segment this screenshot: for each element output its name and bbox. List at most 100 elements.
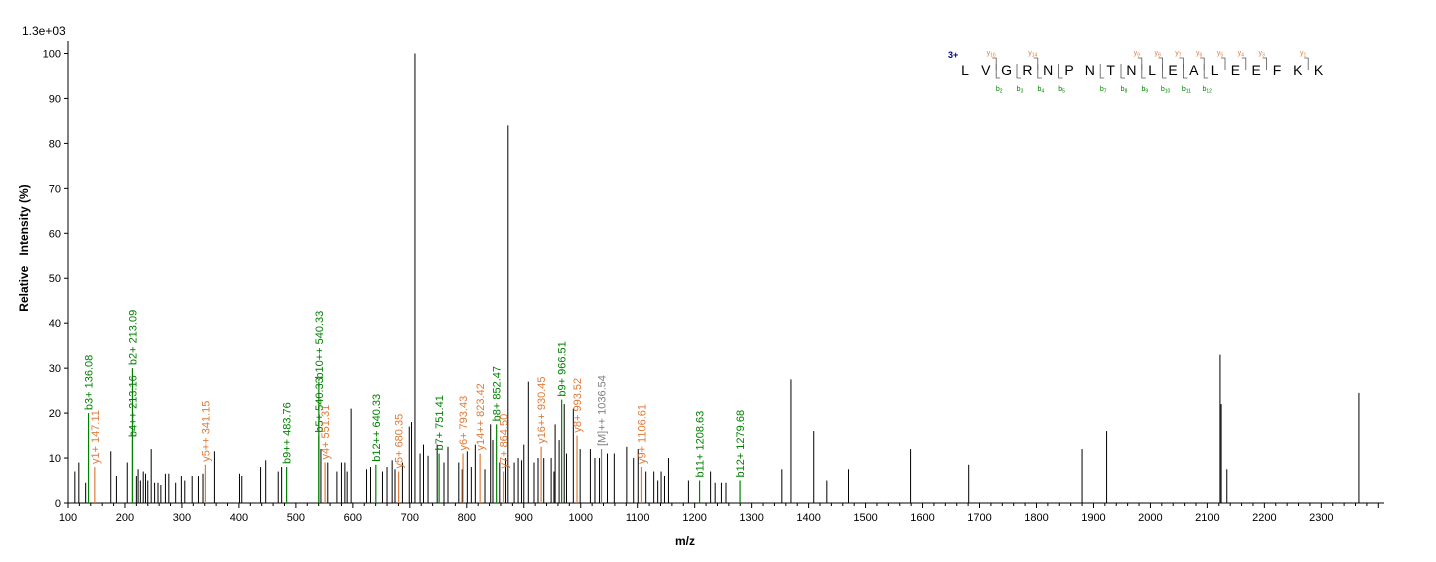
b-ion-label: b7+ 751.41 — [434, 395, 446, 450]
y-fragment-bracket — [1033, 57, 1039, 70]
x-tick-label: 1900 — [1081, 512, 1105, 524]
y-tick-label: 10 — [49, 453, 61, 465]
y-tick-label: 100 — [43, 48, 61, 60]
x-tick-label: 1800 — [1024, 512, 1048, 524]
b-ion-label: b4++ 213.16 — [127, 375, 139, 437]
y-fragment-label: y8 — [1154, 50, 1161, 59]
plot-axes: 0 10 20 30 40 50 60 70 80 90 100 100 200 300 400 500 600… — [43, 41, 1384, 524]
b-ion-label: b8+ 852.47 — [492, 366, 504, 421]
x-tick-label: 1000 — [568, 512, 592, 524]
x-tick-label: 600 — [344, 512, 362, 524]
y-fragment-bracket — [992, 57, 997, 70]
b-fragment-label: b7 — [1100, 86, 1107, 95]
y-fragment-bracket — [1137, 57, 1143, 70]
sequence-residue: N — [1043, 62, 1053, 78]
b-ion-label: b12+ 1279.68 — [735, 410, 747, 478]
y-tick-label: 80 — [49, 138, 61, 150]
x-tick-label: 800 — [458, 512, 476, 524]
y-fragment-label: y1 — [1300, 50, 1307, 59]
y-tick-label: 90 — [49, 93, 61, 105]
y-fragment-bracket — [1179, 57, 1184, 70]
x-tick-label: 1200 — [682, 512, 706, 524]
x-tick-label: 100 — [59, 512, 77, 524]
x-tick-label: 700 — [401, 512, 419, 524]
y-tick-label: 0 — [55, 498, 61, 510]
b-fragment-label: b8 — [1121, 86, 1128, 95]
sequence-residue: V — [981, 62, 991, 78]
b-ion-label: b11+ 1208.63 — [695, 411, 707, 478]
y-fragment-label: y6 — [1196, 50, 1203, 59]
sequence-residue: R — [1022, 62, 1032, 78]
x-tick-label: 400 — [230, 512, 248, 524]
sequence-residue: T — [1106, 62, 1115, 78]
b-fragment-bracket — [1183, 64, 1188, 79]
x-tick-label: 1600 — [910, 512, 934, 524]
y-tick-label: 40 — [49, 318, 61, 330]
y-fragment-bracket — [1304, 57, 1309, 70]
y-fragment-label: y5 — [1217, 50, 1224, 59]
x-tick-label: 2000 — [1138, 512, 1162, 524]
x-tick-label: 1700 — [967, 512, 991, 524]
y-tick-label: 20 — [49, 408, 61, 420]
b-ion-label: b3+ 136.08 — [84, 355, 96, 410]
b-ion-label: b9++ 483.76 — [282, 402, 294, 464]
b-ion-label: b2+ 213.09 — [127, 310, 139, 365]
peaks-layer — [74, 53, 1360, 503]
y-fragment-label: y7 — [1175, 50, 1182, 59]
b-fragment-label: b2 — [996, 86, 1003, 95]
sequence-residue: E — [1252, 62, 1261, 78]
b-fragment-bracket — [1058, 64, 1063, 79]
b-ion-label: b10++ 540.33 — [314, 311, 326, 379]
b-fragment-label: b11 — [1182, 86, 1191, 95]
y-ion-label: y9+ 1106.61 — [636, 404, 648, 464]
y-ion-label: y5++ 341.15 — [200, 401, 212, 462]
y-fragment-label: y16 — [987, 50, 996, 59]
y-fragment-bracket — [1221, 57, 1226, 70]
b-ion-label: b9+ 966.51 — [557, 341, 569, 396]
sequence-residue: E — [1168, 62, 1177, 78]
y-tick-label: 70 — [49, 183, 61, 195]
y-fragment-bracket — [1200, 57, 1205, 70]
x-tick-label: 500 — [287, 512, 305, 524]
charge-state-label: 3+ — [948, 50, 958, 60]
x-tick-label: 300 — [173, 512, 191, 524]
sequence-residue: K — [1314, 62, 1324, 78]
y-fragment-label: y14 — [1028, 50, 1037, 59]
y-ion-label: y1+ 147.11 — [90, 410, 102, 464]
y-ion-label: y7+ 864.50 — [499, 414, 511, 469]
x-tick-label: 2300 — [1309, 512, 1333, 524]
sequence-residue: A — [1189, 62, 1199, 78]
y-tick-label: 30 — [49, 363, 61, 375]
sequence-residue: N — [1085, 62, 1095, 78]
y-tick-label: 50 — [49, 273, 61, 285]
y-fragment-bracket — [1241, 57, 1247, 70]
b-fragment-label: b3 — [1017, 86, 1024, 95]
x-tick-label: 1300 — [739, 512, 763, 524]
b-fragment-bracket — [1016, 64, 1021, 79]
y-fragment-label: y3 — [1258, 50, 1265, 59]
b-fragment-bracket — [1203, 64, 1209, 79]
b-fragment-bracket — [1162, 64, 1167, 79]
y-ion-label: y14++ 823.42 — [475, 383, 487, 450]
x-tick-label: 1500 — [853, 512, 877, 524]
intensity-scale-label: 1.3e+03 — [22, 24, 66, 38]
x-tick-label: 1400 — [796, 512, 820, 524]
sequence-residue: N — [1126, 62, 1136, 78]
x-axis-label: m/z — [675, 534, 695, 548]
sequence-residue: L — [1148, 62, 1156, 78]
b-fragment-bracket — [1099, 64, 1105, 79]
y-tick-label: 60 — [49, 228, 61, 240]
sequence-residue: K — [1293, 62, 1303, 78]
sequence-residue: L — [961, 62, 969, 78]
y-ion-label: y8+ 993.52 — [572, 378, 584, 433]
x-tick-label: 1100 — [626, 512, 650, 524]
b-ion-label: b12++ 640.33 — [371, 394, 383, 462]
precursor-ion-label: [M]++ 1036.54 — [597, 375, 609, 446]
sequence-residue: P — [1064, 62, 1073, 78]
y-ion-label: y5+ 680.35 — [394, 414, 406, 469]
b-fragment-label: b9 — [1141, 86, 1148, 95]
b-fragment-bracket — [1037, 64, 1042, 79]
sequence-residue: G — [1001, 62, 1012, 78]
y-fragment-label: y9 — [1134, 50, 1141, 59]
